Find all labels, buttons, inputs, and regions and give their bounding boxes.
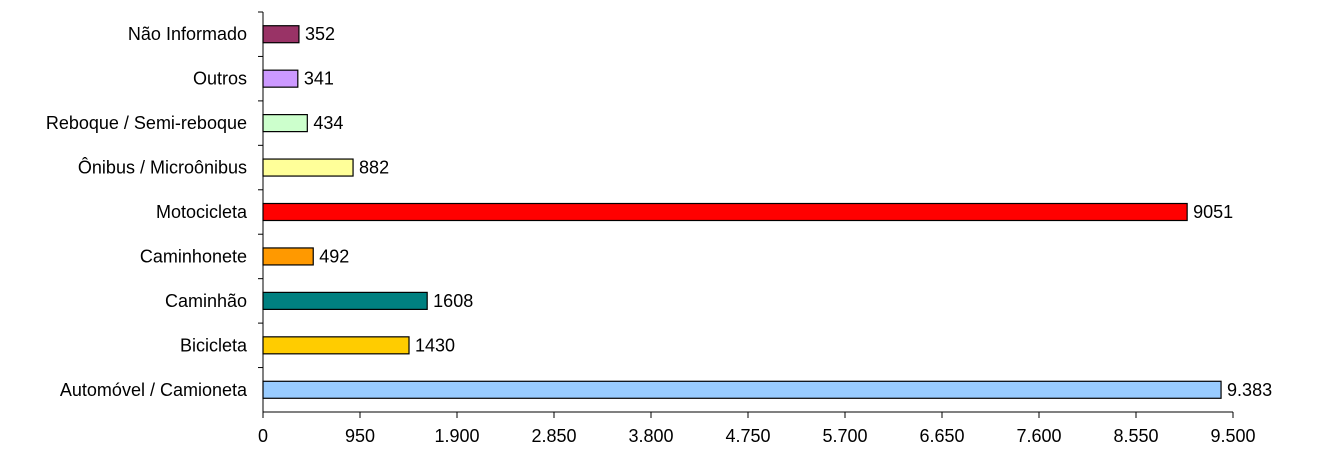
category-label-1: Bicicleta xyxy=(180,335,248,355)
value-label-6: 434 xyxy=(313,113,343,133)
x-tick-label-3: 2.850 xyxy=(531,426,576,446)
bar-6 xyxy=(262,114,308,133)
x-tick-label-2: 1.900 xyxy=(434,426,479,446)
value-label-8: 352 xyxy=(305,24,335,44)
value-label-0: 9.383 xyxy=(1227,380,1272,400)
x-tick-label-9: 8.550 xyxy=(1113,426,1158,446)
value-labels-group: 9.383 1430 1608 492 9051 882 434 341 352 xyxy=(304,24,1272,400)
value-label-1: 1430 xyxy=(415,335,455,355)
value-label-4: 9051 xyxy=(1193,202,1233,222)
category-label-5: Ônibus / Microônibus xyxy=(78,157,247,178)
x-tick-label-1: 950 xyxy=(345,426,375,446)
x-tick-label-7: 6.650 xyxy=(919,426,964,446)
x-tick-label-5: 4.750 xyxy=(725,426,770,446)
bar-4 xyxy=(262,202,1188,222)
bar-5 xyxy=(262,158,354,177)
bar-1 xyxy=(262,336,410,355)
value-label-2: 1608 xyxy=(433,291,473,311)
bar-2 xyxy=(262,291,428,310)
category-label-2: Caminhão xyxy=(165,291,247,311)
bar-8 xyxy=(262,25,300,44)
bars-group xyxy=(262,25,1222,399)
category-label-7: Outros xyxy=(193,69,247,89)
category-labels-group: Automóvel / Camioneta Bicicleta Caminhão Ca… xyxy=(46,24,248,400)
value-label-3: 492 xyxy=(319,246,349,266)
category-label-3: Caminhonete xyxy=(140,246,247,266)
category-label-0: Automóvel / Camioneta xyxy=(60,380,248,400)
x-tick-label-0: 0 xyxy=(258,426,268,446)
value-label-5: 882 xyxy=(359,158,389,178)
category-label-8: Não Informado xyxy=(128,24,247,44)
x-tick-label-10: 9.500 xyxy=(1210,426,1255,446)
x-tick-label-4: 3.800 xyxy=(628,426,673,446)
category-label-4: Motocicleta xyxy=(156,202,248,222)
bar-7 xyxy=(262,69,299,88)
axes-group: 0 950 1.900 2.850 3.800 4.750 5.700 6.650 7.600 8… xyxy=(258,11,1256,446)
category-label-6: Reboque / Semi-reboque xyxy=(46,113,247,133)
bar-3 xyxy=(262,247,314,266)
x-tick-label-8: 7.600 xyxy=(1016,426,1061,446)
value-label-7: 341 xyxy=(304,69,334,89)
bar-0 xyxy=(262,380,1222,399)
x-tick-label-6: 5.700 xyxy=(822,426,867,446)
